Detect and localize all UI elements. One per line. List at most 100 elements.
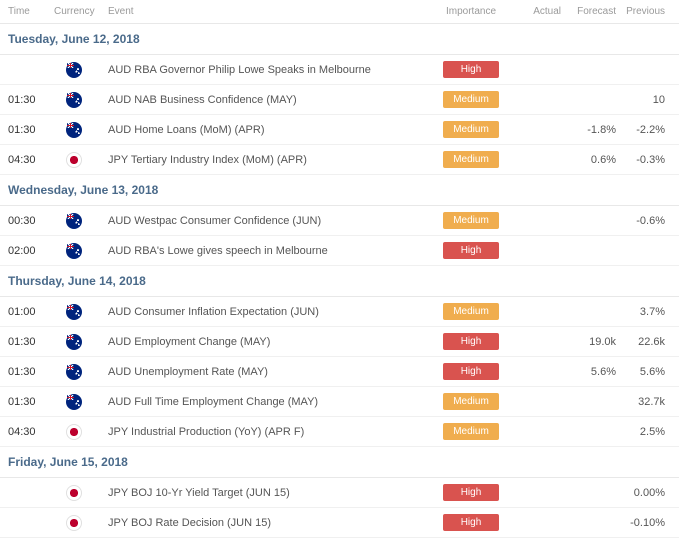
header-previous: Previous	[616, 6, 671, 17]
event-currency	[48, 213, 108, 229]
event-currency	[48, 152, 108, 168]
event-previous: -0.10%	[616, 517, 671, 529]
importance-badge-medium: Medium	[443, 151, 499, 168]
event-row[interactable]: AUD RBA Governor Philip Lowe Speaks in M…	[0, 55, 679, 85]
event-title: AUD Employment Change (MAY)	[108, 336, 431, 348]
header-importance: Importance	[431, 6, 511, 17]
day-header: Wednesday, June 13, 2018	[0, 175, 679, 206]
event-row[interactable]: 01:30AUD Full Time Employment Change (MA…	[0, 387, 679, 417]
event-row[interactable]: JPY BOJ Rate Decision (JUN 15) High -0.10%	[0, 508, 679, 538]
importance-badge-medium: Medium	[443, 423, 499, 440]
event-importance: Medium	[431, 303, 511, 320]
event-title: AUD RBA's Lowe gives speech in Melbourne	[108, 245, 431, 257]
event-importance: High	[431, 333, 511, 350]
event-currency	[48, 364, 108, 380]
importance-badge-high: High	[443, 242, 499, 259]
importance-badge-high: High	[443, 484, 499, 501]
event-row[interactable]: 01:30AUD Home Loans (MoM) (APR)Medium-1.…	[0, 115, 679, 145]
jpy-flag-icon	[66, 152, 82, 168]
importance-badge-high: High	[443, 333, 499, 350]
event-currency	[48, 62, 108, 78]
event-title: AUD Unemployment Rate (MAY)	[108, 366, 431, 378]
event-previous: -2.2%	[616, 124, 671, 136]
calendar-body: Tuesday, June 12, 2018AUD RBA Governor P…	[0, 24, 679, 538]
event-previous: 5.6%	[616, 366, 671, 378]
aud-flag-icon	[66, 394, 82, 410]
header-event: Event	[108, 6, 431, 17]
event-row[interactable]: 01:30AUD Unemployment Rate (MAY)High5.6%…	[0, 357, 679, 387]
aud-flag-icon	[66, 364, 82, 380]
header-currency: Currency	[48, 6, 108, 17]
event-currency	[48, 485, 108, 501]
event-row[interactable]: 04:30JPY Tertiary Industry Index (MoM) (…	[0, 145, 679, 175]
event-importance: Medium	[431, 91, 511, 108]
event-forecast: 19.0k	[561, 336, 616, 348]
event-currency	[48, 122, 108, 138]
importance-badge-high: High	[443, 363, 499, 380]
event-currency	[48, 92, 108, 108]
event-time: 04:30	[8, 154, 48, 166]
event-previous: -0.6%	[616, 215, 671, 227]
event-row[interactable]: 01:30 AUD Employment Change (MAY) High 19.0…	[0, 327, 679, 357]
event-importance: Medium	[431, 423, 511, 440]
importance-badge-medium: Medium	[443, 121, 499, 138]
event-importance: Medium	[431, 393, 511, 410]
event-currency	[48, 394, 108, 410]
event-title: AUD Westpac Consumer Confidence (JUN)	[108, 215, 431, 227]
event-row[interactable]: 01:30 AUD NAB Business Confidence (MAY) Me…	[0, 85, 679, 115]
event-currency	[48, 304, 108, 320]
event-title: AUD Home Loans (MoM) (APR)	[108, 124, 431, 136]
aud-flag-icon	[66, 92, 82, 108]
event-time: 01:30	[8, 94, 48, 106]
event-importance: High	[431, 61, 511, 78]
aud-flag-icon	[66, 334, 82, 350]
event-importance: High	[431, 363, 511, 380]
event-currency	[48, 243, 108, 259]
importance-badge-medium: Medium	[443, 91, 499, 108]
event-time: 01:30	[8, 396, 48, 408]
importance-badge-high: High	[443, 61, 499, 78]
event-time: 01:00	[8, 306, 48, 318]
day-header: Tuesday, June 12, 2018	[0, 24, 679, 55]
importance-badge-medium: Medium	[443, 393, 499, 410]
header-actual: Actual	[511, 6, 561, 17]
event-time: 01:30	[8, 124, 48, 136]
event-title: JPY BOJ 10-Yr Yield Target (JUN 15)	[108, 487, 431, 499]
event-row[interactable]: 01:00AUD Consumer Inflation Expectation …	[0, 297, 679, 327]
header-time: Time	[8, 6, 48, 17]
event-previous: 2.5%	[616, 426, 671, 438]
event-previous: 3.7%	[616, 306, 671, 318]
event-currency	[48, 334, 108, 350]
event-previous: 10	[616, 94, 671, 106]
event-previous: -0.3%	[616, 154, 671, 166]
event-time: 01:30	[8, 336, 48, 348]
aud-flag-icon	[66, 304, 82, 320]
jpy-flag-icon	[66, 515, 82, 531]
event-title: AUD NAB Business Confidence (MAY)	[108, 94, 431, 106]
event-currency	[48, 424, 108, 440]
event-row[interactable]: JPY BOJ 10-Yr Yield Target (JUN 15)High0…	[0, 478, 679, 508]
event-time: 02:00	[8, 245, 48, 257]
aud-flag-icon	[66, 213, 82, 229]
event-currency	[48, 515, 108, 531]
event-row[interactable]: 04:30 JPY Industrial Production (YoY) (AP…	[0, 417, 679, 447]
economic-calendar: Time Currency Event Importance Actual Fo…	[0, 0, 679, 538]
event-time: 04:30	[8, 426, 48, 438]
event-row[interactable]: 00:30AUD Westpac Consumer Confidence (JU…	[0, 206, 679, 236]
event-previous: 22.6k	[616, 336, 671, 348]
event-forecast: 0.6%	[561, 154, 616, 166]
event-title: JPY BOJ Rate Decision (JUN 15)	[108, 517, 431, 529]
event-title: JPY Industrial Production (YoY) (APR F)	[108, 426, 431, 438]
event-previous: 32.7k	[616, 396, 671, 408]
day-header: Friday, June 15, 2018	[0, 447, 679, 478]
event-importance: Medium	[431, 121, 511, 138]
event-importance: High	[431, 242, 511, 259]
importance-badge-high: High	[443, 514, 499, 531]
aud-flag-icon	[66, 62, 82, 78]
event-row[interactable]: 02:00 AUD RBA's Lowe gives speech in Melb…	[0, 236, 679, 266]
event-importance: Medium	[431, 151, 511, 168]
aud-flag-icon	[66, 122, 82, 138]
aud-flag-icon	[66, 243, 82, 259]
jpy-flag-icon	[66, 424, 82, 440]
event-importance: High	[431, 484, 511, 501]
